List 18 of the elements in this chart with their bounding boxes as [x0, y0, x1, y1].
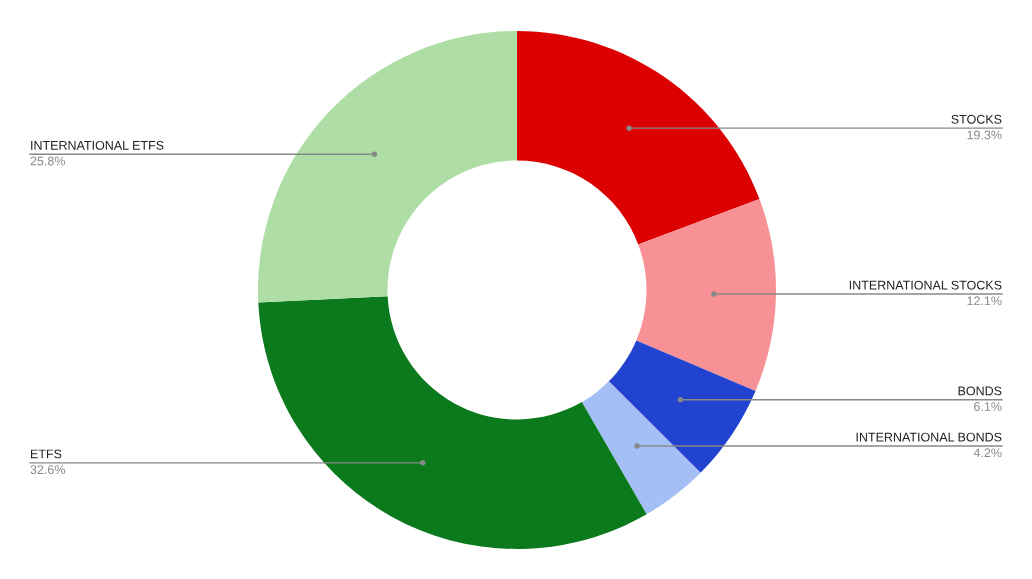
data-label: 4.2% — [973, 448, 1002, 458]
slice-label: ETFS — [31, 449, 62, 459]
donut-slice — [258, 31, 517, 303]
data-label: 12.1% — [967, 296, 1002, 306]
data-label: 6.1% — [974, 402, 1002, 411]
slice-label: INTERNATIONAL STOCKS — [849, 280, 1002, 290]
donut-slice — [258, 296, 647, 549]
slice-label: BONDS — [958, 386, 1002, 396]
slice-label: STOCKS — [951, 114, 1002, 124]
donut-slice — [517, 31, 760, 245]
donut-slice — [581, 381, 701, 515]
slice-label: INTERNATIONAL BONDS — [856, 432, 1002, 442]
data-label: 25.8% — [30, 156, 65, 166]
slice-label: INTERNATIONAL ETFS — [31, 140, 164, 150]
donut-slice — [608, 340, 756, 473]
donut-slice — [636, 198, 776, 391]
data-label: 19.3% — [967, 130, 1002, 140]
data-label: 32.6% — [30, 465, 65, 475]
